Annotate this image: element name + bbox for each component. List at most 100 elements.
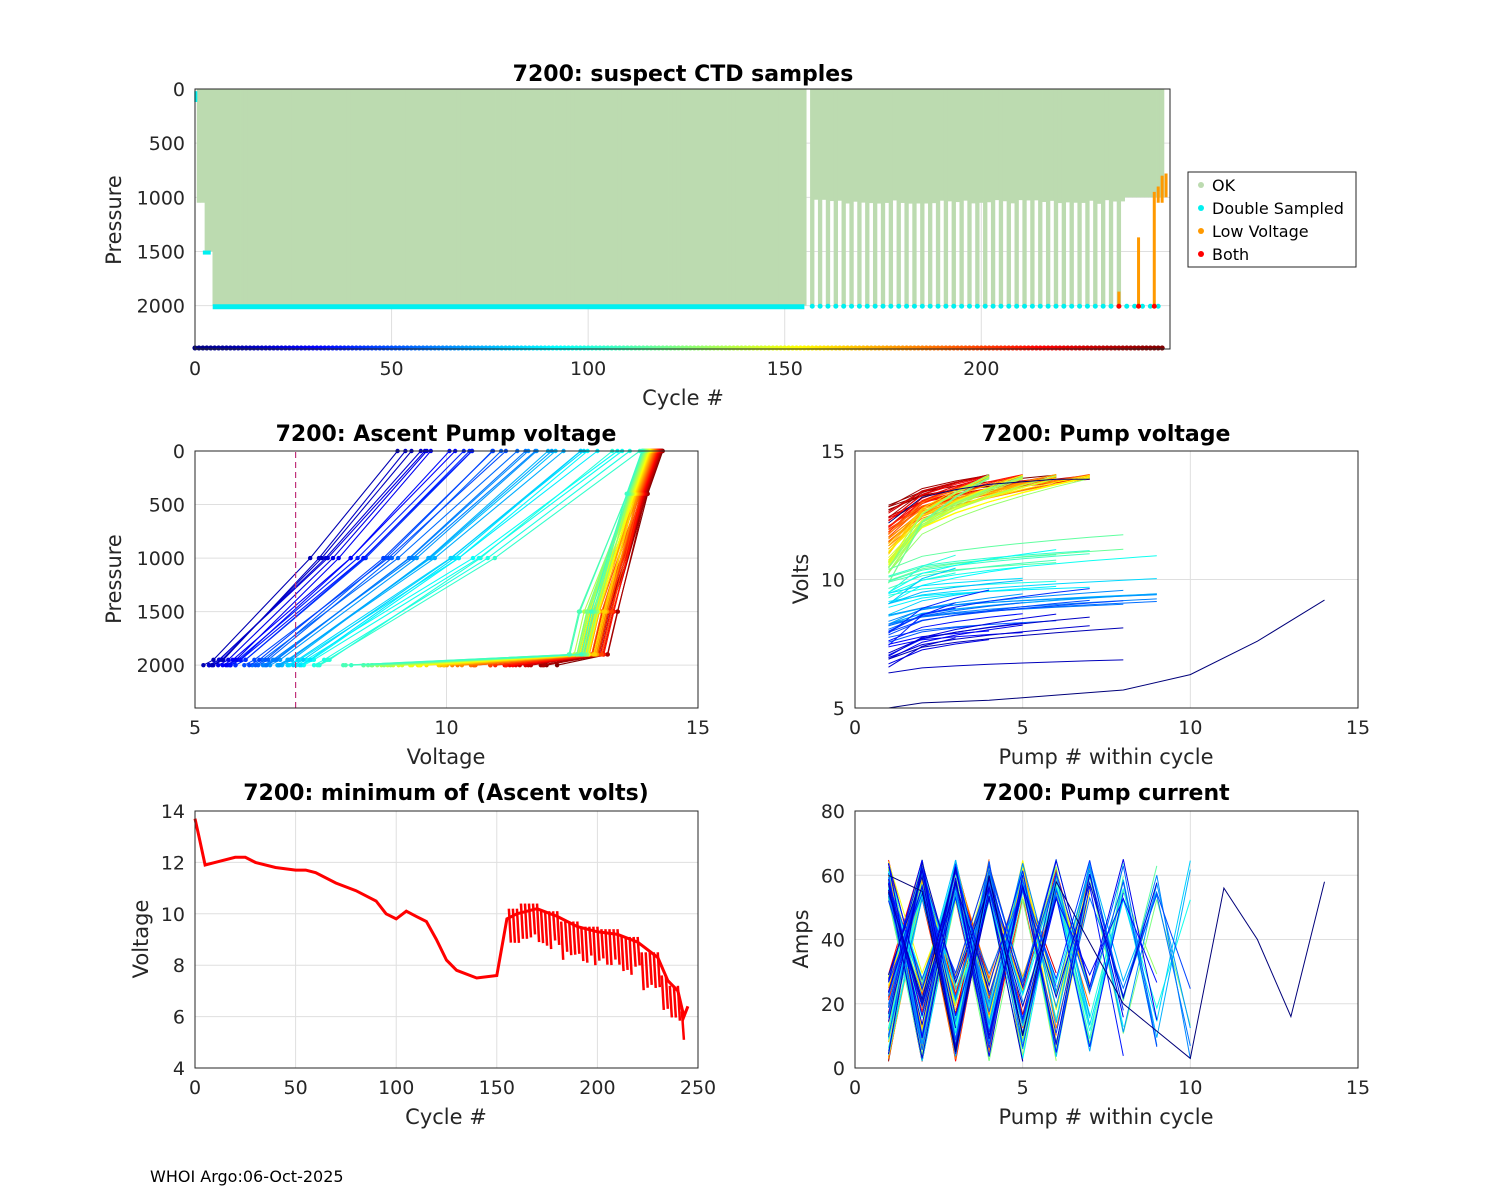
pump-voltage-line xyxy=(888,559,1057,589)
ok-sample-bar xyxy=(283,89,288,306)
double-sampled-point xyxy=(998,303,1004,309)
both-flag-point xyxy=(1116,303,1122,309)
pump-voltage-line xyxy=(888,616,1090,654)
min-voltage-spike xyxy=(507,908,513,943)
double-sampled-point xyxy=(864,303,870,309)
ascent-voltage-point xyxy=(260,662,266,668)
y-tick-label: 10 xyxy=(161,904,185,926)
x-tick-label: 100 xyxy=(378,1077,414,1099)
min-voltage-spike xyxy=(535,903,541,943)
ok-sample-bar xyxy=(1159,89,1165,198)
ok-sample-bar xyxy=(397,89,402,306)
double-sampled-point xyxy=(1037,303,1043,309)
ok-sample-bar xyxy=(770,89,776,306)
ok-sample-bar xyxy=(420,89,426,306)
ok-sample-bar xyxy=(755,89,760,306)
ascent-voltage-point xyxy=(609,609,615,614)
double-sampled-point xyxy=(1061,303,1067,309)
pump-current-line xyxy=(888,874,1325,1060)
ok-sample-bar xyxy=(920,89,925,306)
ok-sample-bar xyxy=(959,89,964,306)
ok-sample-bar xyxy=(609,89,614,306)
pump-voltage-line xyxy=(888,554,1057,578)
ascent-voltage-line xyxy=(217,450,428,666)
double-sampled-point xyxy=(1147,303,1153,309)
double-sampled-point xyxy=(1045,303,1051,309)
y-tick-label: 5 xyxy=(833,698,845,720)
ok-sample-bar xyxy=(774,89,780,306)
ok-sample-bar xyxy=(1006,89,1011,306)
ok-sample-bar xyxy=(1042,89,1047,202)
ascent-voltage-point xyxy=(291,662,296,668)
ascent-voltage-point xyxy=(381,555,386,561)
ok-sample-bar xyxy=(1069,89,1074,306)
y-tick-label: 60 xyxy=(821,865,845,887)
double-sampled-point xyxy=(904,303,910,309)
min-voltage-spike xyxy=(580,926,585,962)
ascent-voltage-point xyxy=(355,555,360,561)
ascent-voltage-point xyxy=(277,657,283,663)
pump-voltage-line xyxy=(888,476,1090,564)
ok-sample-bar xyxy=(983,89,988,306)
ascent-voltage-point xyxy=(237,657,243,663)
ascent-voltage-point xyxy=(624,491,629,497)
ok-sample-bar xyxy=(204,89,209,252)
ok-sample-bar xyxy=(837,89,842,201)
ok-sample-bar xyxy=(267,89,272,306)
ascent-voltage-point xyxy=(317,662,322,668)
ok-sample-bar xyxy=(373,89,379,306)
ascent-voltage-line xyxy=(296,450,618,666)
ok-sample-bar xyxy=(637,89,642,306)
ascent-voltage-point xyxy=(297,662,302,668)
ascent-voltage-point xyxy=(233,657,239,663)
pump-voltage-line xyxy=(888,555,1157,595)
pump-current-xlabel: Pump # within cycle xyxy=(999,1105,1214,1129)
footer-credit: WHOI Argo:06-Oct-2025 xyxy=(150,1167,344,1186)
pump-voltage-ylabel: Volts xyxy=(789,554,813,605)
x-tick-label: 15 xyxy=(686,717,710,739)
ok-sample-bar xyxy=(361,89,367,306)
min-voltage-spike xyxy=(519,903,525,939)
ok-sample-bar xyxy=(275,89,280,306)
min-voltage-spike xyxy=(531,903,537,935)
ok-sample-bar xyxy=(259,89,264,306)
pump-voltage-line xyxy=(888,588,1090,633)
min-voltage-spike xyxy=(676,985,682,1021)
min-voltage-spike xyxy=(680,1011,686,1040)
ok-sample-bar xyxy=(1132,89,1137,198)
both-flag-point xyxy=(1151,303,1157,309)
ok-sample-bar xyxy=(676,89,681,306)
pump-current-plot-area: 0 5 10 15 0 20 40 60 80 xyxy=(821,801,1370,1099)
ok-sample-bar xyxy=(841,89,846,306)
pump-voltage-line xyxy=(888,474,990,569)
ok-sample-bar xyxy=(904,89,909,306)
pump-voltage-line xyxy=(888,578,1157,605)
ok-sample-bar xyxy=(810,89,815,306)
axes-frame xyxy=(854,450,1359,709)
ok-sample-bar xyxy=(570,89,575,306)
ok-sample-bar xyxy=(853,89,858,202)
pump-voltage-line xyxy=(888,478,1057,558)
data-layer xyxy=(888,473,1325,709)
x-tick-label: 250 xyxy=(680,1077,716,1099)
x-tick-label: 50 xyxy=(379,358,403,380)
ok-sample-bar xyxy=(633,89,638,306)
ascent-voltage-point xyxy=(579,652,584,657)
ok-sample-bar xyxy=(530,89,536,306)
y-tick-label: 20 xyxy=(821,994,845,1016)
min-voltage-spike xyxy=(632,936,637,967)
ascent-voltage-point xyxy=(554,662,560,668)
ok-sample-bar xyxy=(208,89,213,252)
x-tick-label: 200 xyxy=(579,1077,615,1099)
legend-ok-label: OK xyxy=(1212,176,1236,195)
double-sampled-point xyxy=(935,303,941,309)
min-voltage-spike xyxy=(612,929,617,960)
axes-frame xyxy=(854,810,1359,1069)
ok-sample-bar xyxy=(1101,89,1106,306)
pump-voltage-line xyxy=(888,478,1090,573)
ok-sample-bar xyxy=(1010,89,1015,204)
double-sampled-point xyxy=(1029,303,1035,309)
ascent-voltage-point xyxy=(385,555,391,561)
y-tick-label: 1500 xyxy=(137,602,185,624)
